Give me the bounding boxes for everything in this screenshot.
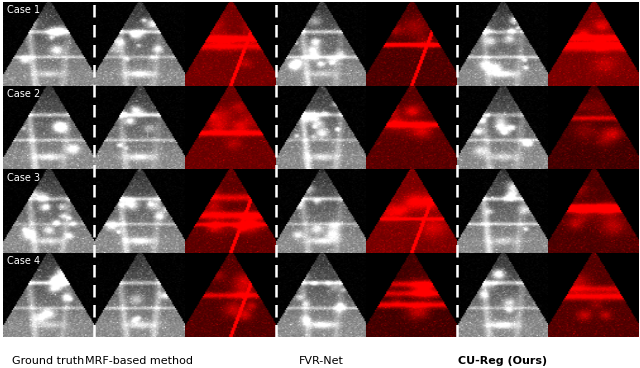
Text: CU-Reg (Ours): CU-Reg (Ours) (458, 356, 547, 366)
Text: Case 4: Case 4 (7, 256, 40, 266)
Text: MRF-based method: MRF-based method (85, 356, 193, 366)
Text: Case 2: Case 2 (7, 89, 40, 99)
Text: FVR-Net: FVR-Net (298, 356, 344, 366)
Text: Case 3: Case 3 (7, 173, 40, 183)
Text: Ground truth: Ground truth (12, 356, 84, 366)
Text: Case 1: Case 1 (7, 5, 40, 15)
